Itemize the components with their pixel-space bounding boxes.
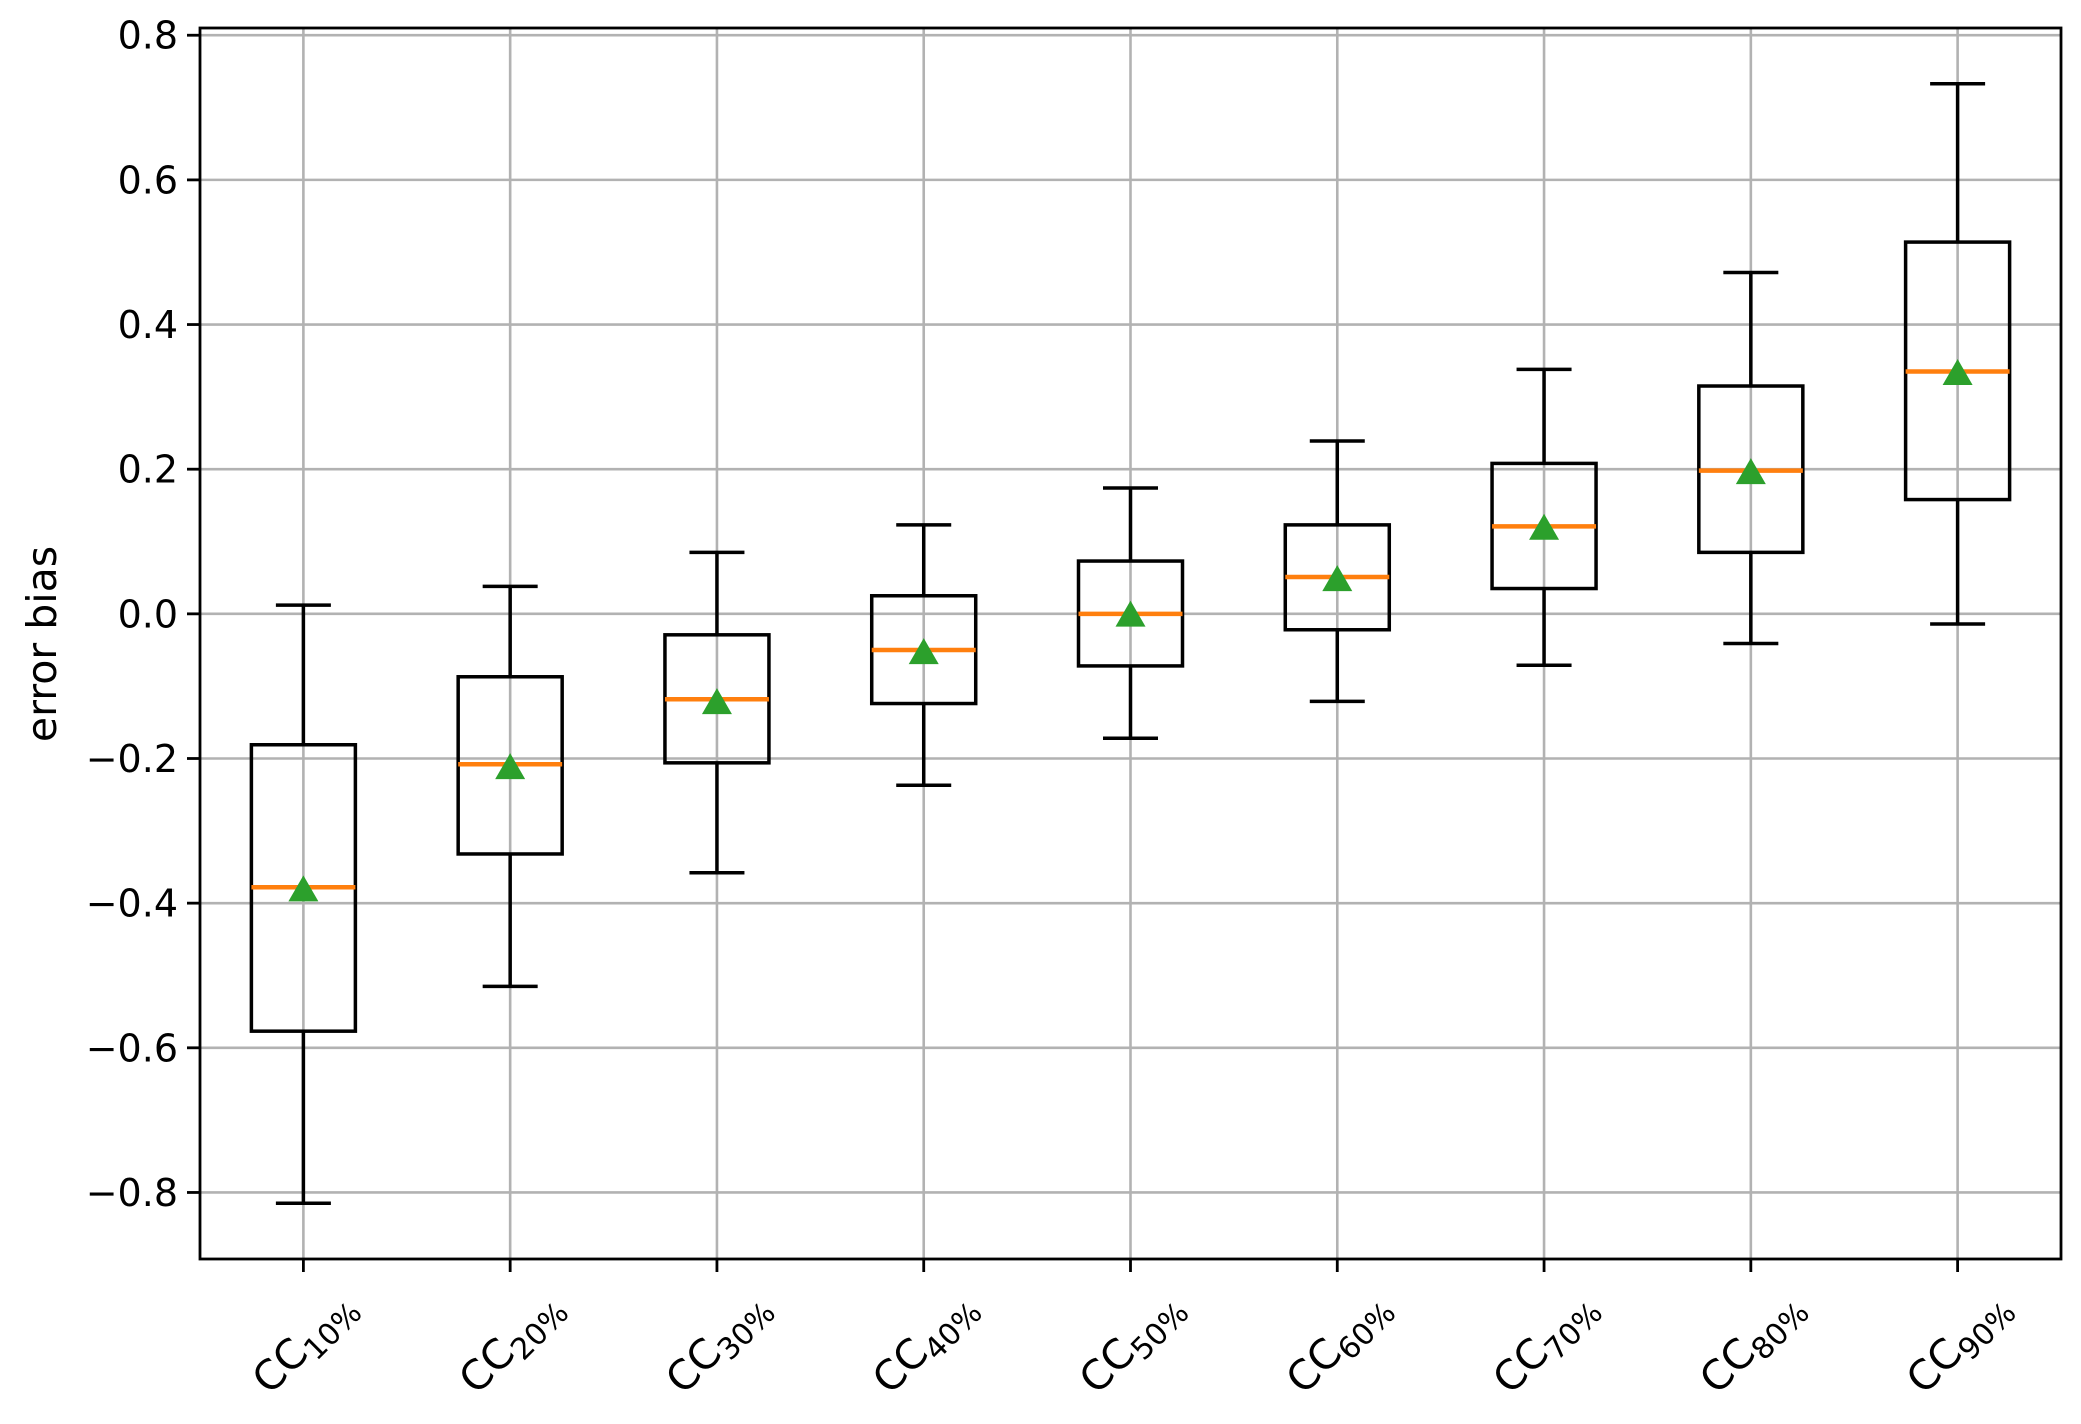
x-tick-label: CC80%: [1690, 1281, 1817, 1408]
mean-marker: [1529, 513, 1560, 540]
x-tick-label: CC30%: [656, 1281, 783, 1408]
y-tick-label: 0.2: [118, 448, 178, 492]
mean-marker: [1322, 565, 1353, 592]
box-CC60%: [1283, 439, 1392, 704]
x-axis: CC10% CC20% CC30% CC40% CC50% CC60% CC70% CC80%…: [243, 1259, 2024, 1408]
x-tick-label: CC60%: [1277, 1281, 1404, 1408]
x-tick-label: CC50%: [1070, 1281, 1197, 1408]
boxes: [249, 81, 2012, 1206]
y-tick-label: 0.4: [118, 303, 178, 347]
mean-marker: [1115, 600, 1146, 627]
x-tick-label: CC20%: [449, 1281, 576, 1408]
x-tick-label: CC70%: [1483, 1281, 1610, 1408]
box-CC30%: [663, 550, 771, 875]
box-CC20%: [456, 584, 564, 989]
y-axis: 0.8 0.6 0.4 0.2 0.0 −0.2 −0.4 −0.6 −0.8: [86, 14, 200, 1215]
y-tick-label: 0.6: [118, 158, 178, 202]
mean-marker: [1942, 358, 1973, 385]
mean-marker: [701, 688, 732, 715]
y-tick-label: −0.6: [86, 1026, 178, 1070]
box-CC50%: [1076, 486, 1185, 740]
box-CC90%: [1903, 81, 2012, 626]
mean-marker: [908, 638, 939, 665]
box-CC80%: [1697, 270, 1805, 646]
mean-marker: [1735, 458, 1766, 485]
y-tick-label: 0.8: [118, 14, 178, 58]
y-axis-label: error bias: [18, 545, 66, 743]
y-tick-label: −0.4: [86, 882, 178, 926]
box-CC10%: [249, 603, 358, 1206]
mean-marker: [288, 875, 319, 902]
y-tick-label: 0.0: [118, 592, 178, 636]
y-tick-label: −0.8: [86, 1171, 178, 1215]
grid: [200, 28, 2061, 1259]
box-CC40%: [869, 523, 978, 788]
x-tick-label: CC10%: [243, 1281, 370, 1408]
box-CC70%: [1490, 367, 1598, 667]
mean-marker: [495, 753, 526, 780]
x-tick-label: CC40%: [863, 1281, 990, 1408]
x-tick-label: CC90%: [1897, 1281, 2024, 1408]
y-tick-label: −0.2: [86, 737, 178, 781]
